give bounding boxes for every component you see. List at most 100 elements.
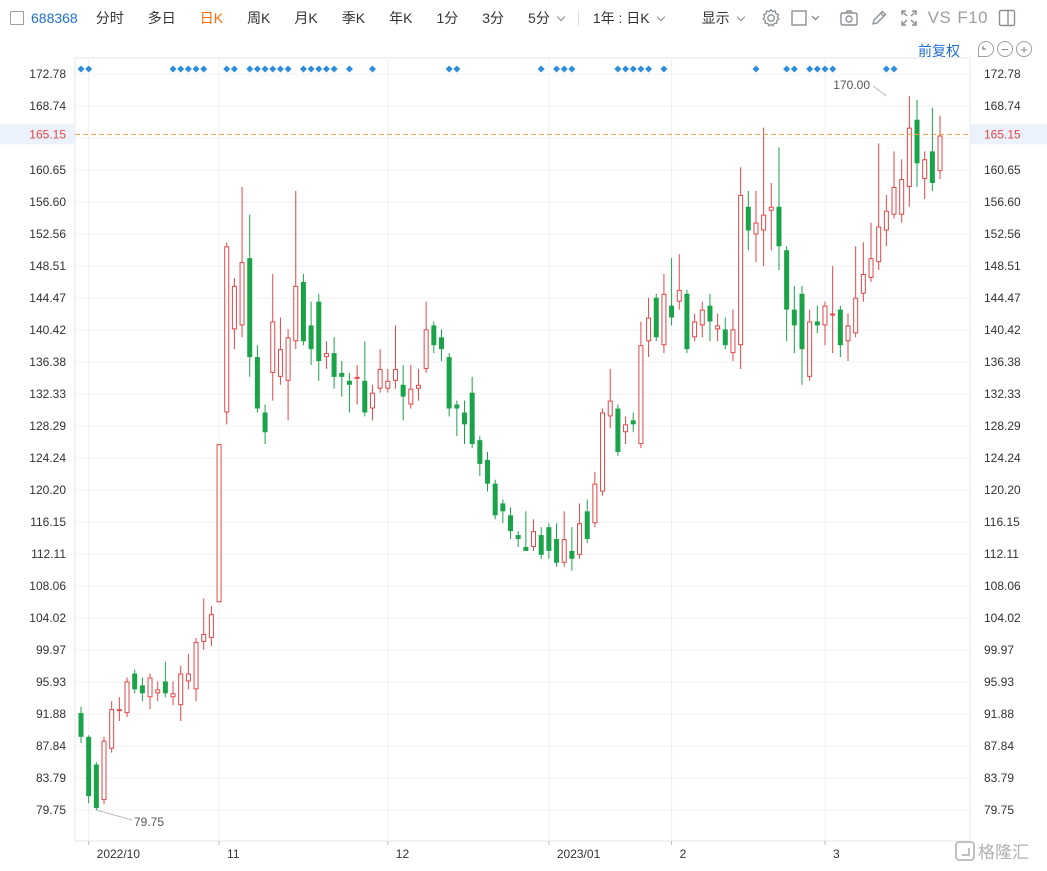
event-marker — [752, 65, 760, 73]
candle-body — [477, 440, 483, 464]
candle — [814, 305, 820, 334]
y-tick-label-left: 91.88 — [36, 707, 66, 721]
candle — [615, 404, 621, 456]
candle — [768, 183, 774, 251]
tab-5min[interactable]: 5分 — [516, 8, 576, 28]
tab-timeshare[interactable]: 分时 — [95, 10, 124, 26]
candle-body — [699, 309, 705, 326]
stock-code[interactable]: 688368 — [31, 10, 78, 26]
candle — [845, 313, 851, 362]
vs-button[interactable]: VS — [927, 8, 952, 27]
candle — [408, 364, 414, 409]
y-tick-label-right: 99.97 — [984, 643, 1014, 657]
candle — [799, 285, 805, 385]
zoom-out-icon[interactable]: − — [997, 41, 1013, 57]
candle-body — [385, 380, 391, 389]
candle — [891, 151, 897, 219]
event-marker — [537, 65, 545, 73]
candle-body — [109, 709, 115, 749]
y-tick-label-left: 140.42 — [29, 323, 66, 337]
candle-body — [293, 285, 299, 342]
candle — [523, 511, 529, 551]
candle-body — [346, 380, 352, 385]
event-marker — [890, 65, 898, 73]
candle-body — [791, 309, 797, 326]
candle-body — [676, 289, 682, 302]
y-tick-label-right: 108.06 — [984, 579, 1021, 593]
candle-body — [538, 535, 544, 555]
candle-body — [423, 329, 429, 369]
candle-body — [377, 368, 383, 389]
candle-body — [254, 357, 260, 409]
event-marker — [223, 65, 231, 73]
tab-weekly-k[interactable]: 周K — [247, 10, 271, 26]
fullscreen-icon[interactable] — [896, 5, 922, 31]
select-checkbox[interactable] — [10, 11, 24, 25]
candle-body — [124, 681, 130, 714]
candle-body — [669, 305, 675, 318]
event-marker — [230, 65, 238, 73]
event-marker — [184, 65, 192, 73]
tab-monthly-k[interactable]: 月K — [294, 10, 318, 26]
event-marker — [783, 65, 791, 73]
candle — [132, 669, 138, 694]
display-menu[interactable]: 显示 — [690, 8, 756, 28]
candle — [761, 127, 767, 267]
candle-body — [270, 321, 276, 373]
y-tick-label-right: 172.78 — [984, 67, 1021, 81]
candle-body — [431, 325, 437, 346]
candle — [853, 246, 859, 338]
candle — [584, 499, 590, 543]
watermark: 格隆汇 — [955, 838, 1029, 863]
tab-quarterly-k[interactable]: 季K — [341, 10, 366, 26]
candle — [262, 404, 268, 445]
candle — [784, 246, 790, 342]
candle — [116, 697, 122, 721]
candle — [715, 313, 721, 342]
event-marker — [368, 65, 376, 73]
candle-body — [914, 119, 920, 164]
range-select[interactable]: 1年 : 日K — [581, 8, 676, 28]
y-tick-label-left: 124.24 — [29, 451, 66, 465]
reset-icon[interactable] — [978, 41, 994, 57]
y-tick-label-left: 172.78 — [29, 67, 66, 81]
event-marker — [813, 65, 821, 73]
event-marker — [169, 65, 177, 73]
tab-1min[interactable]: 1分 — [436, 10, 459, 26]
tab-yearly-k[interactable]: 年K — [389, 10, 413, 26]
event-marker — [315, 65, 323, 73]
candle — [392, 325, 398, 389]
event-marker — [276, 65, 284, 73]
adjust-mode-label[interactable]: 前复权 — [918, 43, 960, 59]
y-tick-label-right: 116.15 — [984, 515, 1020, 529]
candle — [699, 301, 705, 338]
y-tick-label-right: 144.47 — [984, 291, 1021, 305]
tab-daily-k[interactable]: 日K — [199, 10, 224, 26]
settings-gear-icon[interactable] — [758, 5, 784, 31]
camera-icon[interactable] — [836, 5, 862, 31]
x-tick-label: 2022/10 — [97, 847, 141, 861]
candle — [638, 321, 644, 449]
tab-5min-label: 5分 — [528, 10, 550, 26]
candle — [308, 301, 314, 365]
f10-button[interactable]: F10 — [957, 8, 989, 27]
candle-body — [469, 392, 475, 445]
candle — [185, 653, 191, 690]
candle-body — [830, 313, 836, 316]
current-price: 165.15 165.15 — [0, 124, 1047, 145]
pencil-icon[interactable] — [866, 5, 892, 31]
event-marker — [200, 65, 208, 73]
candle — [561, 511, 567, 567]
panel-toggle-icon[interactable] — [994, 5, 1020, 31]
y-tick-label-left: 144.47 — [29, 291, 66, 305]
event-marker — [821, 65, 829, 73]
candle — [385, 368, 391, 393]
tab-3min[interactable]: 3分 — [482, 10, 505, 26]
zoom-in-icon[interactable]: + — [1016, 41, 1032, 57]
candle — [254, 345, 260, 413]
square-overlay-icon[interactable] — [788, 5, 824, 31]
candle — [500, 499, 506, 524]
tab-multiday[interactable]: 多日 — [147, 10, 176, 26]
candle-body — [316, 301, 322, 362]
